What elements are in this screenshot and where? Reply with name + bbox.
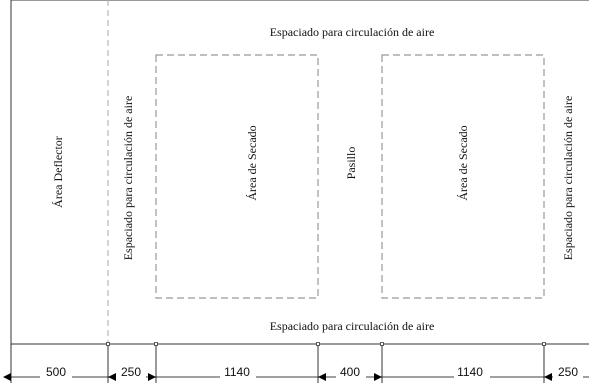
deflector-label: Área Deflector — [51, 136, 65, 208]
drying-left-label: Área de Secado — [245, 125, 259, 200]
arrow-head-icon — [3, 373, 11, 381]
bottom-spacing-label: Espaciado para circulación de aire — [270, 319, 435, 333]
dimension-line — [3, 342, 589, 383]
dimension-aisle: 400 — [340, 365, 360, 379]
right-spacing-label: Espaciado para circulación de aire — [561, 96, 575, 261]
room-outline — [10, 0, 589, 345]
drying-area-right — [381, 54, 545, 299]
arrow-head-icon — [318, 373, 326, 381]
arrow-head-icon — [148, 373, 156, 381]
left-spacing-label: Espaciado para circulación de aire — [121, 96, 135, 261]
drying-right-label: Área de Secado — [456, 125, 470, 200]
dimension-drying-right: 1140 — [457, 365, 483, 379]
arrow-head-icon — [544, 373, 552, 381]
drying-area-left — [155, 54, 319, 299]
dimension-deflector: 500 — [46, 365, 66, 379]
aisle-label: Pasillo — [344, 147, 358, 180]
dimension-left-spacing: 250 — [121, 365, 141, 379]
top-spacing-label: Espaciado para circulación de aire — [270, 25, 435, 39]
arrow-head-icon — [108, 373, 116, 381]
dimension-drying-left: 1140 — [224, 365, 250, 379]
arrow-head-icon — [374, 373, 382, 381]
dimension-right-spacing: 250 — [558, 365, 578, 379]
